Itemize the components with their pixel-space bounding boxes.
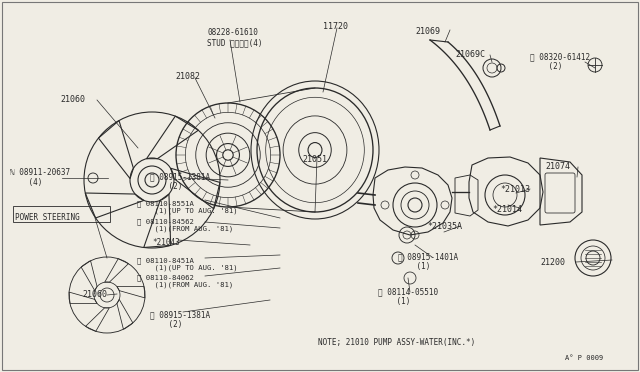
Text: ℕ 08911-20637
    (4): ℕ 08911-20637 (4) (10, 168, 70, 187)
Text: *21013: *21013 (500, 185, 530, 194)
Text: 21060: 21060 (82, 290, 107, 299)
Text: Ⓑ 08110-84562
    (1)(FROM AUG. '81): Ⓑ 08110-84562 (1)(FROM AUG. '81) (137, 218, 233, 232)
Text: Ⓑ 08110-8551A
    (1)(UP TO AUG. '81): Ⓑ 08110-8551A (1)(UP TO AUG. '81) (137, 200, 237, 214)
Text: A° P 0009: A° P 0009 (565, 355, 604, 361)
Text: 11720: 11720 (323, 22, 348, 31)
Text: 21200: 21200 (540, 258, 565, 267)
Text: 21082: 21082 (175, 72, 200, 81)
Text: 08228-61610
STUD スタッド(4): 08228-61610 STUD スタッド(4) (207, 28, 262, 47)
Text: *21014: *21014 (492, 205, 522, 214)
Text: Ⓑ 08110-84062
    (1)(FROM AUG. '81): Ⓑ 08110-84062 (1)(FROM AUG. '81) (137, 274, 233, 288)
Text: Ⓜ 08915-1381A
    (2): Ⓜ 08915-1381A (2) (150, 172, 210, 192)
Text: Ⓜ 08915-1401A
    (1): Ⓜ 08915-1401A (1) (398, 252, 458, 272)
Text: 21069C: 21069C (455, 50, 485, 59)
Text: 21069: 21069 (415, 27, 440, 36)
Text: POWER STEERING: POWER STEERING (15, 213, 80, 222)
Text: Ⓜ 08915-1381A
    (2): Ⓜ 08915-1381A (2) (150, 310, 210, 329)
Text: 21074: 21074 (545, 162, 570, 171)
Text: Ⓑ 08110-8451A
    (1)(UP TO AUG. '81): Ⓑ 08110-8451A (1)(UP TO AUG. '81) (137, 257, 237, 271)
Text: *21043: *21043 (152, 238, 180, 247)
Text: Ⓢ 08320-61412
    (2): Ⓢ 08320-61412 (2) (530, 52, 590, 71)
Text: *21035A: *21035A (427, 222, 462, 231)
Text: 21060: 21060 (60, 95, 85, 104)
Text: 21051: 21051 (302, 155, 327, 164)
Text: Ⓑ 08114-05510
    (1): Ⓑ 08114-05510 (1) (378, 287, 438, 307)
Text: NOTE; 21010 PUMP ASSY-WATER(INC.*): NOTE; 21010 PUMP ASSY-WATER(INC.*) (318, 338, 476, 347)
